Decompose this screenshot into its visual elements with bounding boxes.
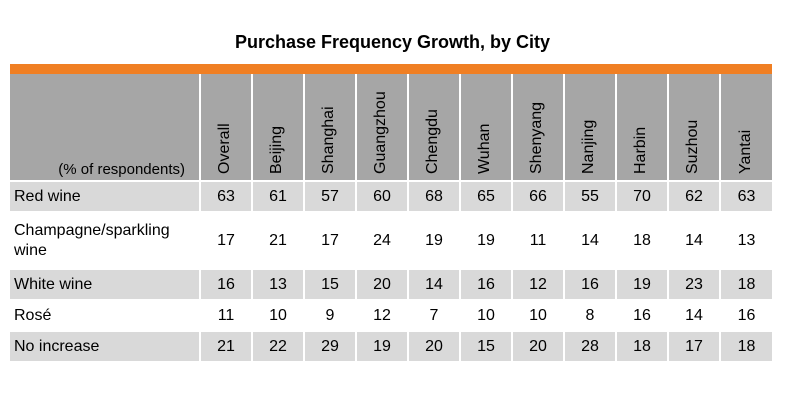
table-cell: 15	[304, 269, 357, 301]
table-row: Rosé 11 10 9 12 7 10 10 8 16 14 16	[10, 300, 772, 332]
row-label: Champagne/sparkling wine	[10, 212, 201, 270]
column-header: Shenyang	[512, 74, 565, 182]
accent-bar	[10, 64, 772, 74]
table-cell: 14	[564, 212, 617, 270]
column-header: Suzhou	[668, 74, 721, 182]
table-cell: 11	[200, 300, 253, 332]
table-row: Champagne/sparkling wine 17 21 17 24 19 19 11 14…	[10, 212, 772, 270]
table-cell: 16	[720, 300, 772, 332]
table-cell: 70	[616, 181, 669, 213]
table-cell: 12	[356, 300, 409, 332]
table-cell: 19	[616, 269, 669, 301]
table-cell: 16	[564, 269, 617, 301]
table-cell: 10	[460, 300, 513, 332]
table-cell: 20	[356, 269, 409, 301]
table-cell: 68	[408, 181, 461, 213]
column-header-label: Chengdu	[424, 109, 441, 174]
table-cell: 20	[512, 331, 565, 363]
table-cell: 63	[720, 181, 772, 213]
table-cell: 60	[356, 181, 409, 213]
table-cell: 14	[668, 212, 721, 270]
table-cell: 57	[304, 181, 357, 213]
table-cell: 55	[564, 181, 617, 213]
table-cell: 14	[668, 300, 721, 332]
column-header: Chengdu	[408, 74, 461, 182]
column-header: Nanjing	[564, 74, 617, 182]
table-cell: 16	[460, 269, 513, 301]
table-cell: 11	[512, 212, 565, 270]
table-cell: 65	[460, 181, 513, 213]
table-cell: 18	[720, 331, 772, 363]
table-cell: 17	[668, 331, 721, 363]
table-cell: 28	[564, 331, 617, 363]
column-header-label: Overall	[216, 123, 233, 174]
data-table: (% of respondents) Overall Beijing Shangha…	[10, 74, 772, 363]
row-label: White wine	[10, 269, 201, 301]
table-cell: 13	[252, 269, 305, 301]
header-row: (% of respondents) Overall Beijing Shangha…	[10, 74, 772, 182]
table-cell: 29	[304, 331, 357, 363]
table-cell: 18	[616, 212, 669, 270]
column-header: Shanghai	[304, 74, 357, 182]
table-cell: 62	[668, 181, 721, 213]
table-cell: 22	[252, 331, 305, 363]
table-cell: 19	[460, 212, 513, 270]
column-header-label: Shenyang	[528, 101, 545, 174]
column-header: Guangzhou	[356, 74, 409, 182]
table-cell: 21	[200, 331, 253, 363]
column-header-label: Suzhou	[684, 119, 701, 174]
table-cell: 19	[408, 212, 461, 270]
table-cell: 23	[668, 269, 721, 301]
table-cell: 9	[304, 300, 357, 332]
table-cell: 12	[512, 269, 565, 301]
table-cell: 21	[252, 212, 305, 270]
table-cell: 20	[408, 331, 461, 363]
column-header: Wuhan	[460, 74, 513, 182]
column-header-label: Yantai	[736, 129, 754, 174]
table-cell: 18	[720, 269, 772, 301]
column-header-label: Harbin	[632, 126, 649, 174]
table-cell: 18	[616, 331, 669, 363]
header-label: (% of respondents)	[10, 74, 201, 182]
row-label: Rosé	[10, 300, 201, 332]
table-cell: 19	[356, 331, 409, 363]
column-header: Yantai	[720, 74, 772, 182]
table-cell: 15	[460, 331, 513, 363]
table-cell: 24	[356, 212, 409, 270]
column-header-label: Nanjing	[580, 119, 597, 174]
table-cell: 10	[252, 300, 305, 332]
column-header: Harbin	[616, 74, 669, 182]
table-cell: 16	[616, 300, 669, 332]
table-row: Red wine 63 61 57 60 68 65 66 55 70 62 63	[10, 181, 772, 213]
table-cell: 14	[408, 269, 461, 301]
column-header-label: Guangzhou	[372, 91, 389, 174]
table-cell: 10	[512, 300, 565, 332]
row-label: No increase	[10, 331, 201, 363]
table-cell: 66	[512, 181, 565, 213]
table-cell: 16	[200, 269, 253, 301]
table-cell: 17	[200, 212, 253, 270]
table-row: No increase 21 22 29 19 20 15 20 28 18 17 18	[10, 331, 772, 363]
table-cell: 61	[252, 181, 305, 213]
table-cell: 7	[408, 300, 461, 332]
table-cell: 17	[304, 212, 357, 270]
table-row: White wine 16 13 15 20 14 16 12 16 19 23 18	[10, 269, 772, 301]
column-header-label: Wuhan	[476, 123, 493, 174]
table-cell: 13	[720, 212, 772, 270]
column-header-label: Beijing	[268, 125, 285, 174]
chart-title: Purchase Frequency Growth, by City	[234, 32, 551, 52]
column-header: Beijing	[252, 74, 305, 182]
table-cell: 8	[564, 300, 617, 332]
column-header-label: Shanghai	[320, 106, 337, 174]
column-header: Overall	[200, 74, 253, 182]
row-label: Red wine	[10, 181, 201, 213]
table-cell: 63	[200, 181, 253, 213]
